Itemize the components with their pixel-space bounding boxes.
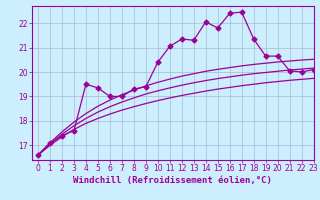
- X-axis label: Windchill (Refroidissement éolien,°C): Windchill (Refroidissement éolien,°C): [73, 176, 272, 185]
